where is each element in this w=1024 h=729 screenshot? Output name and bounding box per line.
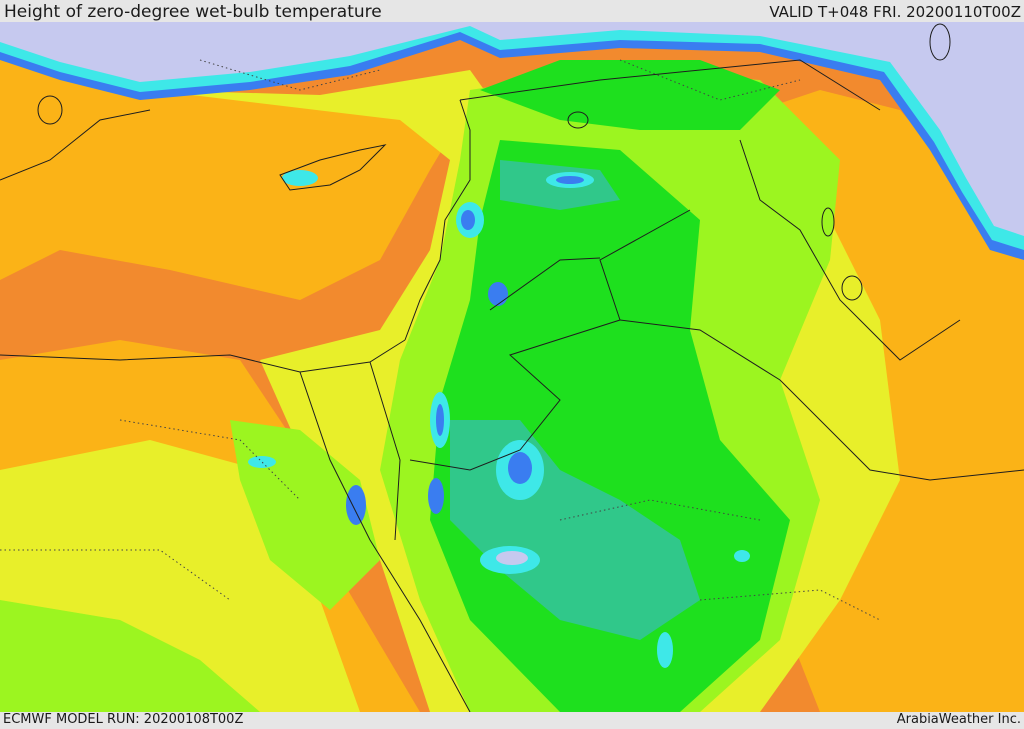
north-blue-band [0,22,1024,260]
cyan-spot-7 [657,632,673,668]
cyan-spot-10 [428,478,444,514]
contour-field [0,22,1024,712]
valid-time: VALID T+048 FRI. 20200110T00Z [769,3,1021,21]
cyan-spot-8 [734,550,750,562]
blue-spot-2 [496,551,528,565]
north-cyan-band [0,22,1024,250]
amber-region-med [0,60,460,300]
cyan-spot-5 [488,282,508,306]
islands [37,23,951,301]
credit: ArabiaWeather Inc. [896,712,1021,727]
cyan-spot-12 [282,170,318,186]
cyan-spot-9 [346,485,366,525]
cyan-spot-11 [248,456,276,468]
country-borders [0,59,1024,712]
map-title: Height of zero-degree wet-bulb temperatu… [4,2,382,22]
blue-spot-6 [556,176,584,184]
green-region-north [480,60,780,130]
north-lavender [0,22,1024,236]
blue-spot-1 [508,452,532,484]
blue-spot-4 [461,210,475,230]
lightgreen-region-egypt [0,600,260,712]
blue-spot-3 [436,404,444,436]
model-run: ECMWF MODEL RUN: 20200108T00Z [3,712,244,727]
admin-boundaries [0,59,881,621]
